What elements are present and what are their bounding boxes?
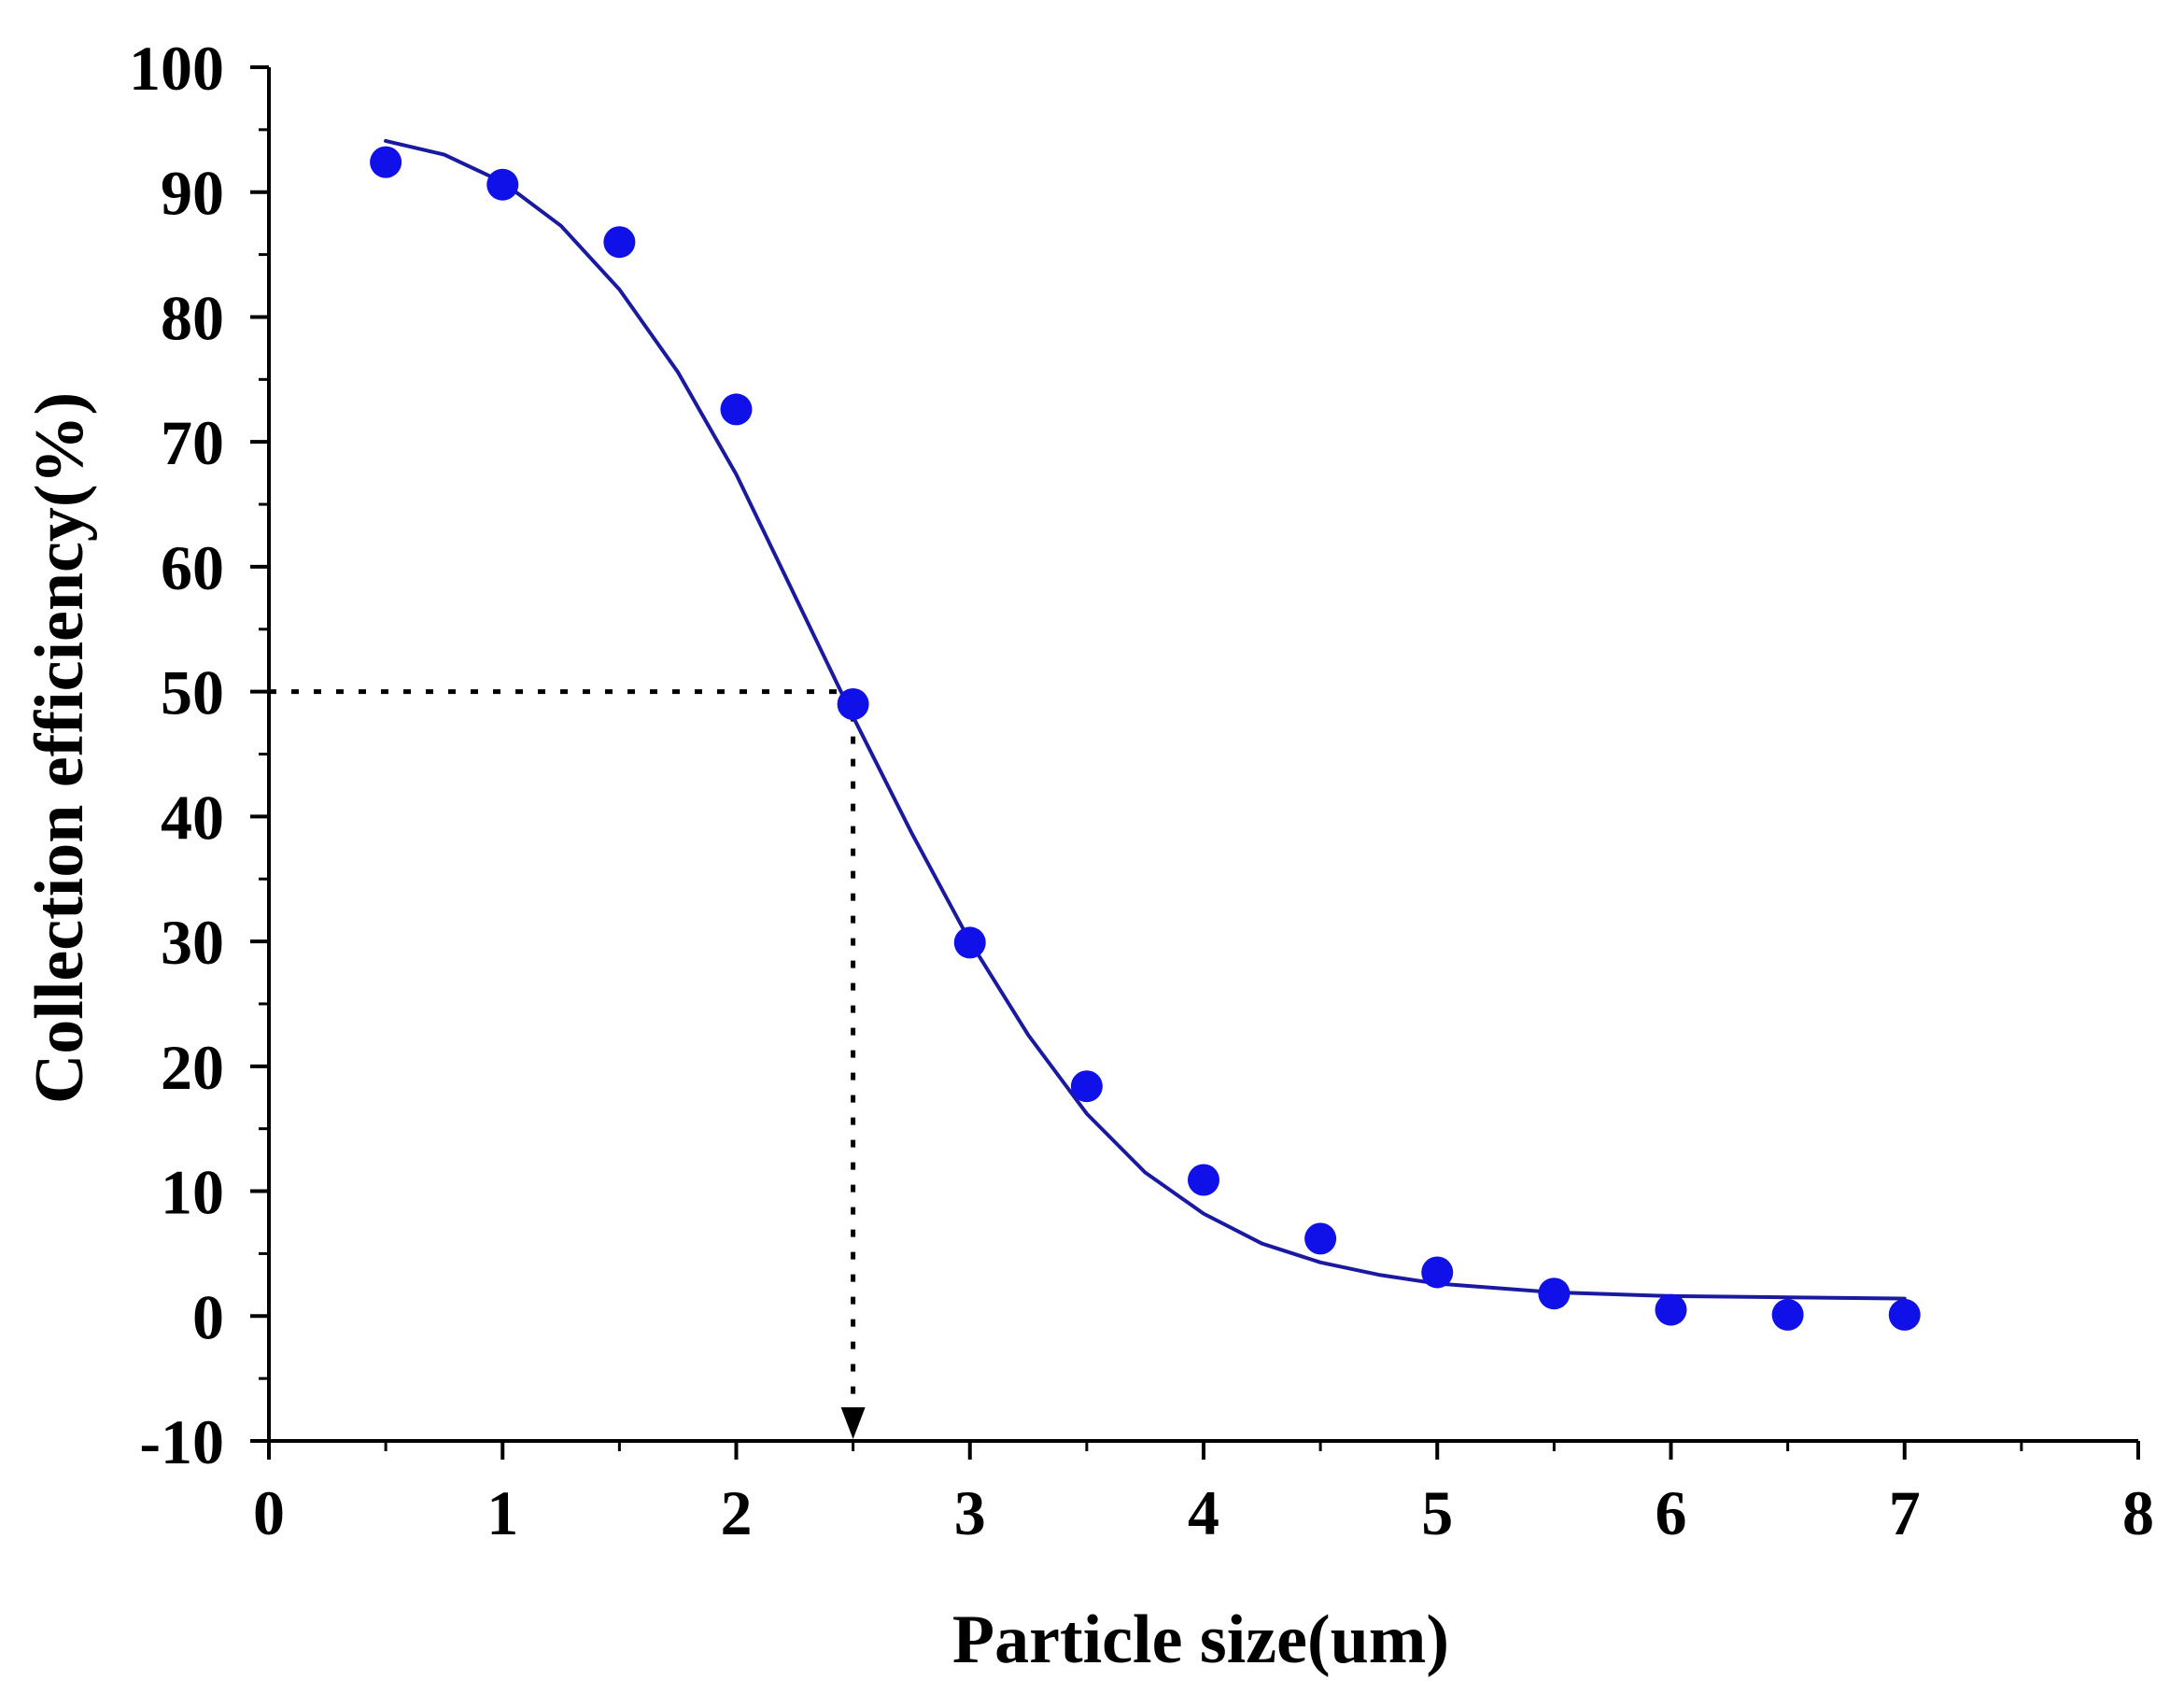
data-point [1070, 1070, 1103, 1103]
y-tick-label: 40 [161, 782, 224, 853]
x-tick-label: 3 [954, 1477, 986, 1548]
x-tick-label: 1 [486, 1477, 518, 1548]
y-tick-label: -10 [139, 1406, 224, 1477]
x-axis-title: Particle size(um) [952, 1602, 1449, 1678]
data-point [1655, 1293, 1687, 1326]
labels-layer: Particle size(um) Collection efficiency(… [21, 33, 2154, 1678]
data-point [370, 146, 402, 178]
x-tick-label: 4 [1188, 1477, 1219, 1548]
y-tick-label: 80 [161, 282, 224, 353]
y-axis-title: Collection efficiency(%) [21, 392, 98, 1104]
y-tick-label: 10 [161, 1157, 224, 1228]
y-tick-label: 60 [161, 532, 224, 603]
data-point [1304, 1222, 1337, 1255]
data-point [837, 688, 869, 721]
data-point [720, 393, 753, 426]
data-point [953, 926, 986, 959]
y-tick-label: 70 [161, 407, 224, 478]
y-tick-label: 100 [129, 33, 224, 104]
x-tick-label: 2 [721, 1477, 753, 1548]
data-point [486, 168, 519, 201]
guide-arrowhead [840, 1407, 866, 1439]
x-tick-label: 8 [2122, 1477, 2154, 1548]
data-point [1888, 1298, 1921, 1331]
data-point [603, 226, 636, 259]
data-point [1538, 1278, 1571, 1310]
x-tick-label: 7 [1889, 1477, 1921, 1548]
points-layer [370, 146, 1921, 1331]
y-tick-label: 90 [161, 158, 224, 229]
y-tick-label: 0 [192, 1281, 224, 1352]
data-point [1188, 1164, 1219, 1196]
data-point [1771, 1298, 1804, 1331]
y-tick-label: 50 [161, 657, 224, 728]
data-point [1421, 1256, 1454, 1289]
y-tick-label: 20 [161, 1032, 224, 1103]
x-tick-label: 6 [1656, 1477, 1687, 1548]
curve-layer [384, 138, 1907, 1301]
x-tick-label: 5 [1421, 1477, 1453, 1548]
y-tick-label: 30 [161, 907, 224, 978]
fit-curve [384, 138, 1907, 1301]
axes [250, 65, 2140, 1460]
guides [269, 689, 866, 1439]
x-tick-label: 0 [253, 1477, 285, 1548]
